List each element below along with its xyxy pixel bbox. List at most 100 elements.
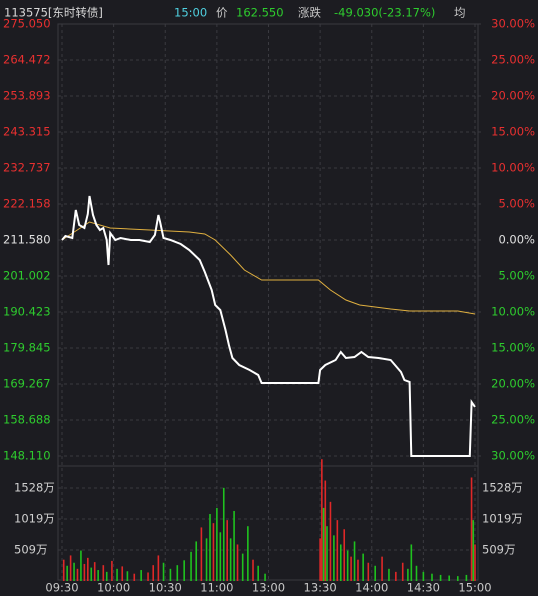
y2-tick-label: 30.00% — [491, 17, 535, 31]
y-tick-label: 275.050 — [3, 17, 51, 31]
volume-bar — [350, 556, 352, 581]
price-line — [61, 221, 476, 315]
y2-tick-label: 5.00% — [498, 197, 535, 211]
y2-tick-label: 20.00% — [491, 377, 535, 391]
x-tick-label: 14:30 — [407, 581, 440, 595]
volume-bar — [152, 565, 155, 581]
y2-tick-label: 0.00% — [498, 233, 535, 247]
volume-bar — [339, 544, 342, 581]
volume-bar — [257, 565, 259, 581]
volume-bar — [336, 520, 339, 581]
volume-bar — [105, 571, 108, 581]
volume-bar — [226, 520, 228, 581]
y2-tick-label: 10.00% — [491, 161, 535, 175]
y-tick-label: 211.580 — [3, 233, 51, 247]
volume-bar — [133, 573, 136, 581]
volume-bar — [200, 527, 203, 581]
x-tick-label: 14:00 — [355, 581, 388, 595]
code: 113575[东时转债] — [4, 6, 103, 20]
volume-tick-label: 1019万 — [14, 511, 55, 525]
y2-tick-label: 10.00% — [491, 305, 535, 319]
volume-bar — [233, 510, 235, 581]
volume-bar — [76, 568, 79, 581]
y-tick-label: 169.267 — [3, 376, 51, 390]
volume-bar — [410, 544, 413, 581]
volume-bar — [140, 570, 142, 581]
volume-bar — [241, 553, 244, 581]
volume-bar — [422, 571, 425, 581]
avg-label: 均 — [454, 6, 466, 20]
price-label: 价 — [216, 6, 228, 20]
volume-bar — [252, 559, 254, 581]
volume-tick-label-right: 1019万 — [482, 511, 523, 525]
volume-bar — [97, 570, 99, 581]
time: 15:00 — [174, 6, 207, 20]
volume-bar — [321, 459, 323, 581]
volume-bar — [322, 507, 325, 581]
x-tick-label: 13:00 — [252, 581, 285, 595]
volume-bar — [216, 507, 218, 581]
volume-bar — [415, 565, 418, 581]
y-tick-label: 243.315 — [3, 125, 51, 139]
volume-bar — [102, 565, 105, 581]
y-tick-label: 232.737 — [3, 160, 51, 174]
volume-bar — [66, 565, 68, 581]
volume-bar — [190, 551, 192, 581]
volume-bar — [222, 487, 225, 581]
volume-bar — [116, 568, 118, 581]
x-tick-label: 15:00 — [458, 581, 491, 595]
volume-bar — [169, 568, 172, 581]
volume-bar — [367, 562, 370, 581]
volume-bar — [329, 501, 332, 581]
volume-bar — [374, 565, 376, 581]
volume-bar — [247, 526, 249, 581]
y2-tick-label: 30.00% — [491, 449, 535, 463]
y2-tick-label: 5.00% — [498, 269, 535, 283]
volume-bar — [407, 568, 409, 581]
volume-bar — [353, 541, 356, 581]
volume-bar — [456, 576, 459, 581]
volume-bar — [219, 532, 222, 581]
price: 162.550 — [236, 6, 284, 20]
y-tick-label: 190.423 — [3, 305, 51, 319]
volume-bar — [333, 535, 335, 581]
volume-bar — [448, 575, 450, 581]
volume-bar — [183, 560, 185, 581]
volume-bar — [73, 562, 75, 581]
volume-bar — [176, 565, 179, 581]
price-line — [61, 195, 476, 457]
volume-bar — [388, 568, 390, 581]
volume-bar — [212, 523, 215, 581]
volume-bar — [229, 538, 232, 581]
volume-bar — [324, 480, 327, 581]
y-tick-label: 222.158 — [3, 197, 51, 211]
volume-bar — [439, 574, 442, 581]
volume-bar — [236, 544, 239, 581]
volume-bar — [90, 567, 93, 581]
volume-bar — [69, 555, 72, 581]
volume-tick-label-right: 509万 — [482, 543, 515, 557]
volume-bar — [157, 555, 160, 581]
volume-bar — [126, 571, 129, 581]
y-tick-label: 148.110 — [3, 449, 51, 463]
y-tick-label: 253.893 — [3, 89, 51, 103]
volume-bar — [465, 574, 468, 581]
volume-bar — [357, 559, 359, 581]
volume-bar — [401, 562, 404, 581]
x-tick-label: 10:30 — [149, 581, 182, 595]
y-tick-label: 179.845 — [3, 341, 51, 355]
volume-bar — [319, 538, 321, 581]
volume-bar — [343, 529, 346, 581]
change: -49.030(-23.17%) — [334, 6, 435, 20]
volume-bar — [62, 559, 65, 581]
volume-bar — [472, 520, 475, 581]
volume-bar — [83, 563, 86, 581]
volume-bar — [474, 544, 476, 581]
y-tick-label: 201.002 — [3, 268, 51, 282]
volume-bar — [209, 514, 211, 581]
change-label: 涨跌 — [298, 6, 321, 20]
x-tick-label: 13:30 — [304, 581, 337, 595]
